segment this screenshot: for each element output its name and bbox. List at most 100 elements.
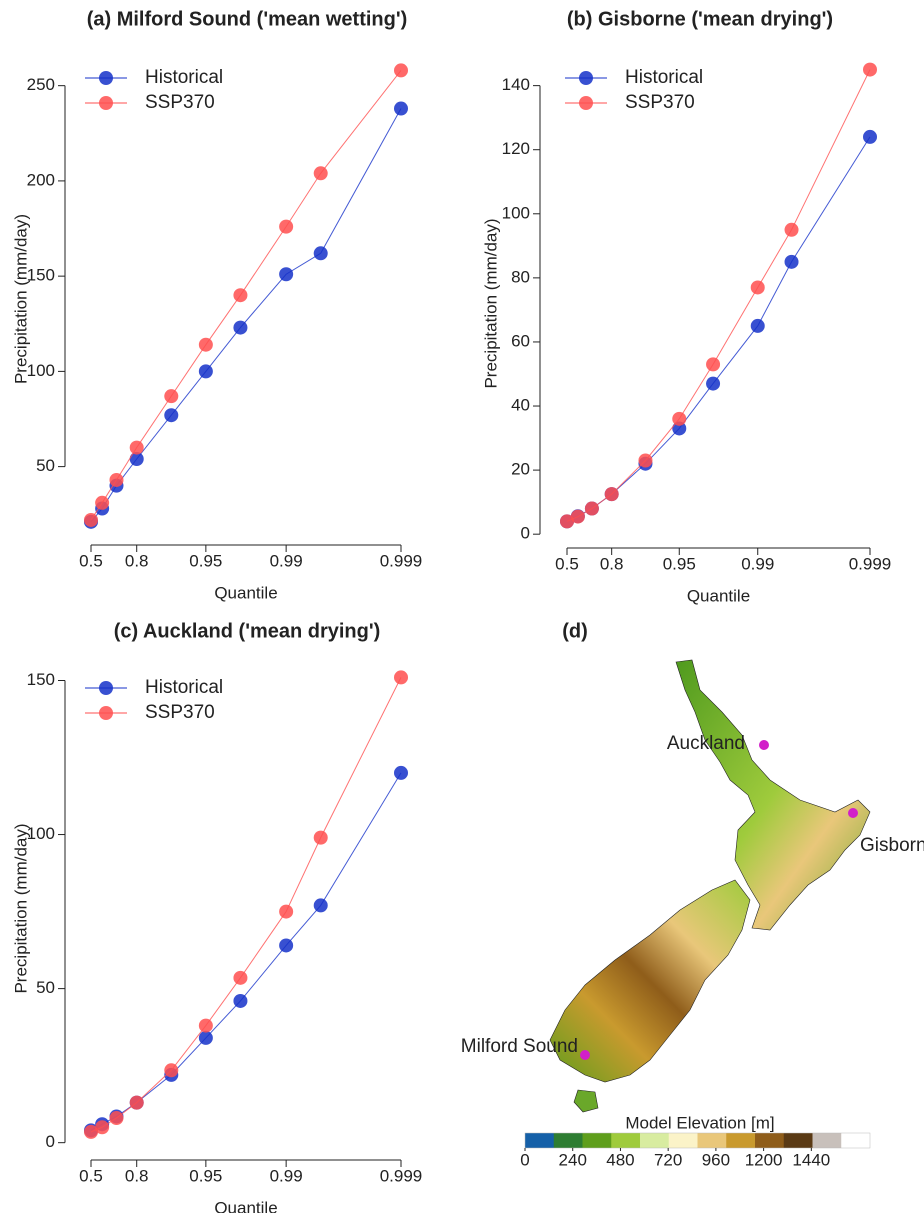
data-point [95,1120,109,1134]
data-point [233,321,247,335]
x-tick-label: 0.95 [663,554,696,573]
data-point [585,502,599,516]
y-tick-label: 20 [511,460,530,479]
data-point [95,496,109,510]
legend-label: Historical [145,677,223,698]
series-line [91,677,401,1131]
y-axis-label: Precipitation (mm/day) [481,218,500,388]
y-tick-label: 250 [27,75,55,94]
data-point [314,831,328,845]
chart-title: (b) Gisborne ('mean drying') [567,8,833,30]
colorbar-segment [669,1133,698,1148]
data-point [279,905,293,919]
map: (d) Auckland Gisborne Milford Sound Mode… [461,620,924,1132]
data-point [199,338,213,352]
map-title: (d) [562,620,588,642]
y-tick-label: 100 [502,203,530,222]
y-tick-label: 150 [27,266,55,285]
site-marker [759,740,769,750]
colorbar-segment [841,1133,870,1148]
data-point [394,63,408,77]
chart-title: (a) Milford Sound ('mean wetting') [87,8,408,30]
data-point [233,994,247,1008]
x-tick-label: 0.95 [189,551,222,570]
series-line [567,70,870,522]
colorbar-segment [784,1133,813,1148]
data-point [199,1019,213,1033]
data-point [314,898,328,912]
data-point [571,510,585,524]
series-line [567,137,870,521]
colorbar-tick-label: 720 [654,1150,682,1169]
data-point [314,166,328,180]
y-tick-label: 40 [511,396,530,415]
colorbar-segment [611,1133,640,1148]
legend-marker [99,71,113,85]
x-tick-label: 0.999 [380,551,423,570]
legend-marker [99,681,113,695]
figure: (d) Auckland Gisborne Milford Sound Mode… [0,0,924,1213]
x-tick-label: 0.99 [270,551,303,570]
legend-marker [99,706,113,720]
x-axis-label: Quantile [214,1198,277,1213]
colorbar-tick-label: 240 [559,1150,587,1169]
x-tick-label: 0.99 [270,1166,303,1185]
data-point [751,319,765,333]
legend-label: Historical [625,67,703,88]
y-tick-label: 0 [46,1132,55,1151]
colorbar-segment [755,1133,784,1148]
y-tick-label: 150 [27,670,55,689]
data-point [130,441,144,455]
y-tick-label: 80 [511,267,530,286]
legend-label: SSP370 [625,92,695,113]
stewart-island [574,1090,598,1112]
legend-label: SSP370 [145,702,215,723]
north-island [676,660,870,930]
site-label: Milford Sound [461,1036,578,1057]
data-point [233,288,247,302]
x-tick-label: 0.8 [125,551,149,570]
x-axis-label: Quantile [687,586,750,605]
data-point [638,453,652,467]
x-tick-label: 0.999 [849,554,892,573]
chart-title: (c) Auckland ('mean drying') [114,620,381,642]
site-label: Gisborne [860,835,924,856]
data-point [605,487,619,501]
colorbar-segment [640,1133,669,1148]
y-tick-label: 140 [502,75,530,94]
y-tick-label: 200 [27,170,55,189]
data-point [706,357,720,371]
data-point [109,473,123,487]
data-point [785,255,799,269]
legend-marker [579,71,593,85]
legend-marker [579,96,593,110]
y-tick-label: 60 [511,331,530,350]
x-tick-label: 0.99 [741,554,774,573]
x-tick-label: 0.8 [125,1166,149,1185]
x-tick-label: 0.999 [380,1166,423,1185]
data-point [785,223,799,237]
data-point [279,267,293,281]
data-point [672,412,686,426]
legend-label: Historical [145,67,223,88]
colorbar-tick-label: 1440 [792,1150,830,1169]
site-marker [580,1050,590,1060]
colorbar-segment [698,1133,727,1148]
data-point [314,246,328,260]
data-point [164,408,178,422]
y-axis-label: Precipitation (mm/day) [11,823,30,993]
data-point [109,1111,123,1125]
colorbar-tick-label: 0 [520,1150,529,1169]
y-tick-label: 50 [36,456,55,475]
colorbar-tick-label: 960 [702,1150,730,1169]
x-tick-label: 0.5 [79,551,103,570]
y-tick-label: 0 [521,524,530,543]
south-island [550,880,750,1082]
colorbar-segment [554,1133,583,1148]
data-point [164,1063,178,1077]
data-point [394,670,408,684]
data-point [84,513,98,527]
x-axis-label: Quantile [214,583,277,602]
y-tick-label: 100 [27,824,55,843]
data-point [279,938,293,952]
